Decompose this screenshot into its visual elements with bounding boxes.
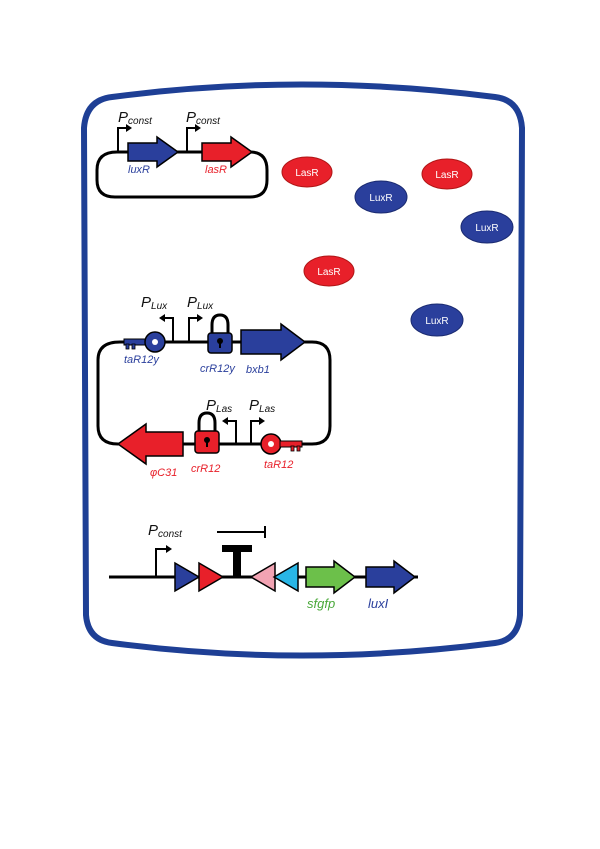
construct-3-terminator <box>222 545 252 577</box>
plasmid-2-plux-promoter-2-arrowhead <box>197 314 203 322</box>
plasmid-1-promoter-2-arrowhead <box>195 124 201 132</box>
plasmid-2-bxb1-gene <box>240 322 307 362</box>
plasmid-2-tar12-label: taR12 <box>264 459 293 471</box>
plasmid-1-promoter-1-arrowhead <box>126 124 132 132</box>
protein-luxr-2: LuxR <box>460 210 514 244</box>
plasmid-1-luxr-gene <box>127 135 180 169</box>
plasmid-1-promoter-1-arrow <box>117 127 126 152</box>
plasmid-1-luxr-label: luxR <box>128 164 150 176</box>
construct-3-site-cyan-reverse <box>272 561 299 593</box>
plasmid-1-lasr-gene <box>201 135 254 169</box>
plasmid-2-phic31-label: φC31 <box>150 467 177 479</box>
protein-lasr-1: LasR <box>281 156 333 188</box>
construct-3-site-blue-forward <box>174 561 201 593</box>
plasmid-2-crr12y-label: crR12y <box>200 363 236 375</box>
plasmid-1: Pconst luxR Pconst lasR <box>95 109 269 199</box>
plasmid-2-backbone <box>96 340 332 446</box>
plasmid-2-plas-promoter-2-arrowhead <box>259 417 265 425</box>
construct-3-sfgfp-gene <box>305 559 357 595</box>
cell-membrane <box>80 81 526 659</box>
svg-text:LuxR: LuxR <box>475 223 498 234</box>
protein-lasr-2: LasR <box>421 158 473 190</box>
plasmid-2-key-tar12 <box>260 433 303 455</box>
construct-3-site-red-forward <box>198 561 225 593</box>
plasmid-2-plux-label-2: PLux <box>187 294 214 312</box>
plasmid-2-plux-promoter-1-arrowhead <box>159 314 165 322</box>
plasmid-2-plas-label-2: PLas <box>249 397 275 415</box>
svg-text:LuxR: LuxR <box>369 193 392 204</box>
construct-3-sfgfp-label: sfgfp <box>307 596 335 611</box>
svg-text:LasR: LasR <box>435 170 458 181</box>
plasmid-2: taR12y PLux PLux crR12y bxb1 φC31 crR12 <box>96 294 332 479</box>
plasmid-1-promoter-1-label: Pconst <box>118 109 153 127</box>
svg-text:LasR: LasR <box>317 267 340 278</box>
plasmid-2-plas-promoter-1-arrowhead <box>222 417 228 425</box>
plasmid-2-tar12y-label: taR12y <box>124 354 160 366</box>
plasmid-1-backbone <box>95 150 269 199</box>
svg-text:LasR: LasR <box>295 168 318 179</box>
plasmid-2-plas-promoter-2-arrow <box>250 420 259 444</box>
plasmid-1-promoter-2-arrow <box>186 127 195 152</box>
plasmid-2-lock-crr12 <box>194 411 220 454</box>
construct-3: Pconst sfgfp luxI <box>109 522 418 611</box>
plasmid-2-plux-promoter-1-arrow <box>165 317 174 342</box>
construct-3-luxi-label: luxI <box>368 596 389 611</box>
plasmid-2-plas-label-1: PLas <box>206 397 232 415</box>
construct-3-promoter-label: Pconst <box>148 522 183 540</box>
plasmid-2-plas-promoter-1-arrow <box>228 420 237 444</box>
plasmid-2-crr12-label: crR12 <box>191 463 220 475</box>
plasmid-1-lasr-label: lasR <box>205 164 227 176</box>
construct-3-inhibition-bar <box>217 526 266 538</box>
plasmid-2-plux-promoter-2-arrow <box>188 317 197 342</box>
plasmid-2-phic31-gene <box>116 422 184 466</box>
plasmid-2-bxb1-label: bxb1 <box>246 364 270 376</box>
plasmid-2-plux-label-1: PLux <box>141 294 168 312</box>
construct-3-promoter-arrow <box>155 548 166 577</box>
plasmid-1-promoter-2-label: Pconst <box>186 109 221 127</box>
protein-luxr-3: LuxR <box>410 303 464 337</box>
construct-3-promoter-arrowhead <box>166 545 172 553</box>
protein-luxr-1: LuxR <box>354 180 408 214</box>
protein-lasr-3: LasR <box>303 255 355 287</box>
plasmid-2-lock-crr12y <box>207 313 233 354</box>
construct-3-luxi-gene <box>365 559 417 595</box>
plasmid-2-key-tar12y <box>123 331 166 353</box>
svg-text:LuxR: LuxR <box>425 316 448 327</box>
